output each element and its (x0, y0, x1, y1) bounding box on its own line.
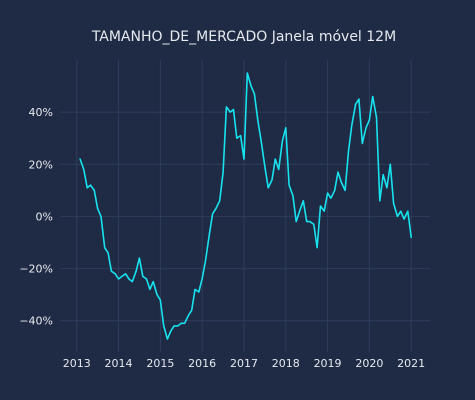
x-tick-label: 2017 (230, 357, 258, 370)
series-layer (79, 72, 412, 340)
x-tick-label: 2015 (146, 357, 174, 370)
x-tick-label: 2013 (63, 357, 91, 370)
y-tick-label: −40% (19, 315, 53, 328)
y-tick-label: −20% (19, 263, 53, 276)
y-tick-label: 0% (36, 210, 53, 223)
x-tick-label: 2019 (314, 357, 342, 370)
series-line (79, 72, 412, 340)
y-tick-label: 20% (29, 158, 53, 171)
y-tick-label: 40% (29, 106, 53, 119)
chart-title: TAMANHO_DE_MERCADO Janela móvel 12M (91, 29, 396, 45)
axes: −40% −20% 0% 20% 40% 2013 2014 2015 2016 2017 2018… (19, 106, 425, 370)
x-tick-label: 2018 (272, 357, 300, 370)
x-tick-label: 2020 (355, 357, 383, 370)
x-tick-label: 2016 (188, 357, 216, 370)
x-tick-label: 2021 (397, 357, 425, 370)
x-tick-label: 2014 (105, 357, 133, 370)
